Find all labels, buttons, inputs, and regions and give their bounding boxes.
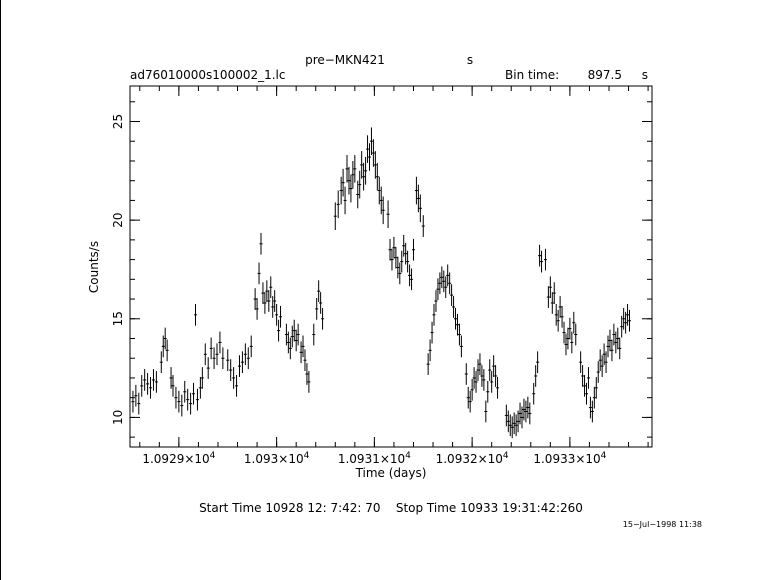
- chart-title-unit: s: [467, 53, 473, 67]
- x-tick-label: 1.093×104: [244, 451, 310, 466]
- y-tick-label: 20: [111, 213, 125, 228]
- plot-frame: [129, 85, 653, 448]
- y-axis-label: Counts/s: [87, 241, 101, 293]
- x-axis-label: Time (days): [355, 466, 427, 480]
- y-tick-label: 25: [111, 114, 125, 129]
- left-border-rule: [0, 0, 1, 580]
- data-series: [131, 127, 632, 439]
- bin-time-value: 897.5: [588, 68, 622, 82]
- start-stop-time-footer: Start Time 10928 12: 7:42: 70 Stop Time …: [199, 501, 583, 515]
- chart-title: pre−MKN421: [305, 53, 385, 67]
- axis-ticks: 1.0929×104 1.093×104 1.0931×104 1.0932×104 1…: [111, 86, 652, 466]
- x-tick-label: 1.0932×104: [436, 451, 509, 466]
- x-tick-label: 1.0933×104: [533, 451, 606, 466]
- date-stamp: 15−Jul−1998 11:38: [623, 520, 702, 529]
- bin-time-unit: s: [642, 68, 648, 82]
- plot-area: [129, 85, 653, 448]
- x-tick-label: 1.0931×104: [338, 451, 411, 466]
- bin-time-label: Bin time:: [505, 68, 559, 82]
- y-tick-label: 15: [111, 311, 125, 326]
- y-tick-label: 10: [111, 410, 125, 425]
- x-tick-label: 1.0929×104: [142, 451, 215, 466]
- file-label: ad76010000s100002_1.lc: [130, 68, 286, 82]
